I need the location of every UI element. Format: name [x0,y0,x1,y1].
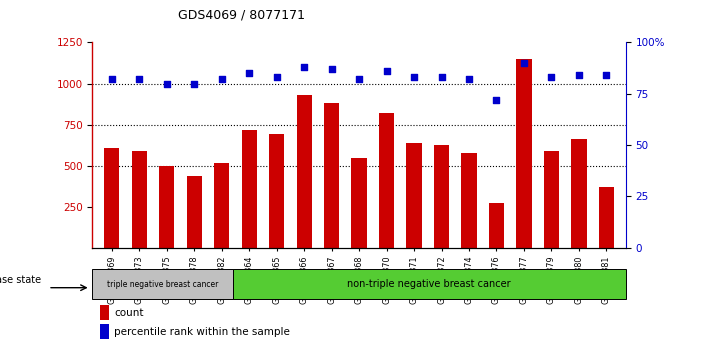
Point [491,97,502,103]
Text: disease state: disease state [0,275,42,285]
Bar [100,324,109,339]
Bar [92,269,232,299]
Bar [214,163,229,248]
Text: GDS4069 / 8077171: GDS4069 / 8077171 [178,9,305,22]
Bar [159,166,174,248]
Bar [100,305,109,320]
Point [243,70,255,76]
Bar [242,130,257,248]
Text: percentile rank within the sample: percentile rank within the sample [114,327,290,337]
Bar [434,145,449,248]
Point [161,81,172,86]
Point [353,76,365,82]
Bar [104,148,119,248]
Bar [132,151,146,248]
Point [299,64,310,70]
Point [573,73,584,78]
Point [601,73,612,78]
Bar [351,158,367,248]
Bar [572,139,587,248]
Point [464,76,475,82]
Point [326,66,337,72]
Text: count: count [114,308,144,318]
Point [134,76,145,82]
Point [546,75,557,80]
Bar [186,176,202,248]
Point [381,68,392,74]
Bar [461,153,476,248]
Point [436,75,447,80]
Bar [296,95,311,248]
Text: triple negative breast cancer: triple negative breast cancer [107,280,218,289]
Bar [489,204,504,248]
Bar [599,187,614,248]
Point [408,75,419,80]
Bar [379,113,394,248]
Text: non-triple negative breast cancer: non-triple negative breast cancer [348,279,511,289]
Point [106,76,117,82]
Bar [544,151,559,248]
Point [216,76,228,82]
Bar [407,143,422,248]
Point [188,81,200,86]
Point [271,75,282,80]
Bar [324,103,339,248]
Point [518,60,530,66]
Bar [232,269,626,299]
Bar [516,59,532,248]
Bar [269,135,284,248]
